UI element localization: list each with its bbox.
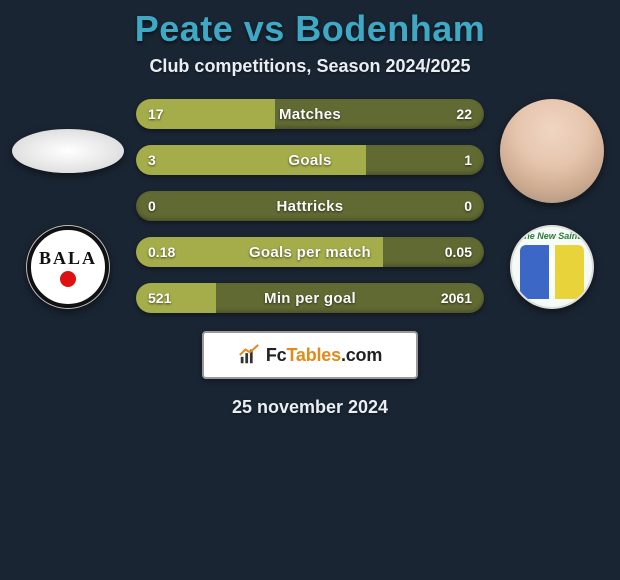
shield-left-half (520, 245, 549, 299)
stat-value-right: 22 (444, 99, 484, 129)
stat-label: Matches (136, 106, 484, 123)
shield-right-half (555, 245, 584, 299)
chart-icon (238, 344, 260, 366)
stat-label: Goals (136, 152, 484, 169)
brand-text: FcTables.com (266, 345, 382, 366)
stat-value-right: 0 (452, 191, 484, 221)
brand-suffix: .com (341, 345, 382, 365)
stat-bar: 17Matches22 (136, 99, 484, 129)
club-logo-right: The New Saints (510, 225, 594, 309)
stat-value-right: 2061 (429, 283, 484, 313)
brand-pre: Fc (266, 345, 287, 365)
stat-value-right: 1 (452, 145, 484, 175)
page-title: Peate vs Bodenham (0, 8, 620, 50)
club-left-label: BALA (39, 248, 97, 269)
stat-label: Hattricks (136, 198, 484, 215)
left-column: BALA (8, 99, 128, 309)
player-photo-right (500, 99, 604, 203)
club-logo-left: BALA (26, 225, 110, 309)
body-row: BALA 17Matches22 3Goals1 0Hattricks0 0.18Go… (0, 99, 620, 313)
club-right-banner: The New Saints (512, 231, 592, 241)
stats-column: 17Matches22 3Goals1 0Hattricks0 0.18Goals p… (136, 99, 484, 313)
brand-post: Tables (286, 345, 341, 365)
player-photo-left (12, 129, 124, 173)
date-label: 25 november 2024 (0, 397, 620, 418)
subtitle: Club competitions, Season 2024/2025 (0, 56, 620, 77)
stat-bar: 521Min per goal2061 (136, 283, 484, 313)
right-column: The New Saints (492, 99, 612, 309)
stat-bar: 3Goals1 (136, 145, 484, 175)
comparison-card: Peate vs Bodenham Club competitions, Sea… (0, 0, 620, 418)
football-icon (60, 271, 76, 287)
stat-bar: 0Hattricks0 (136, 191, 484, 221)
stat-bar: 0.18Goals per match0.05 (136, 237, 484, 267)
brand-badge: FcTables.com (202, 331, 418, 379)
stat-value-right: 0.05 (433, 237, 484, 267)
